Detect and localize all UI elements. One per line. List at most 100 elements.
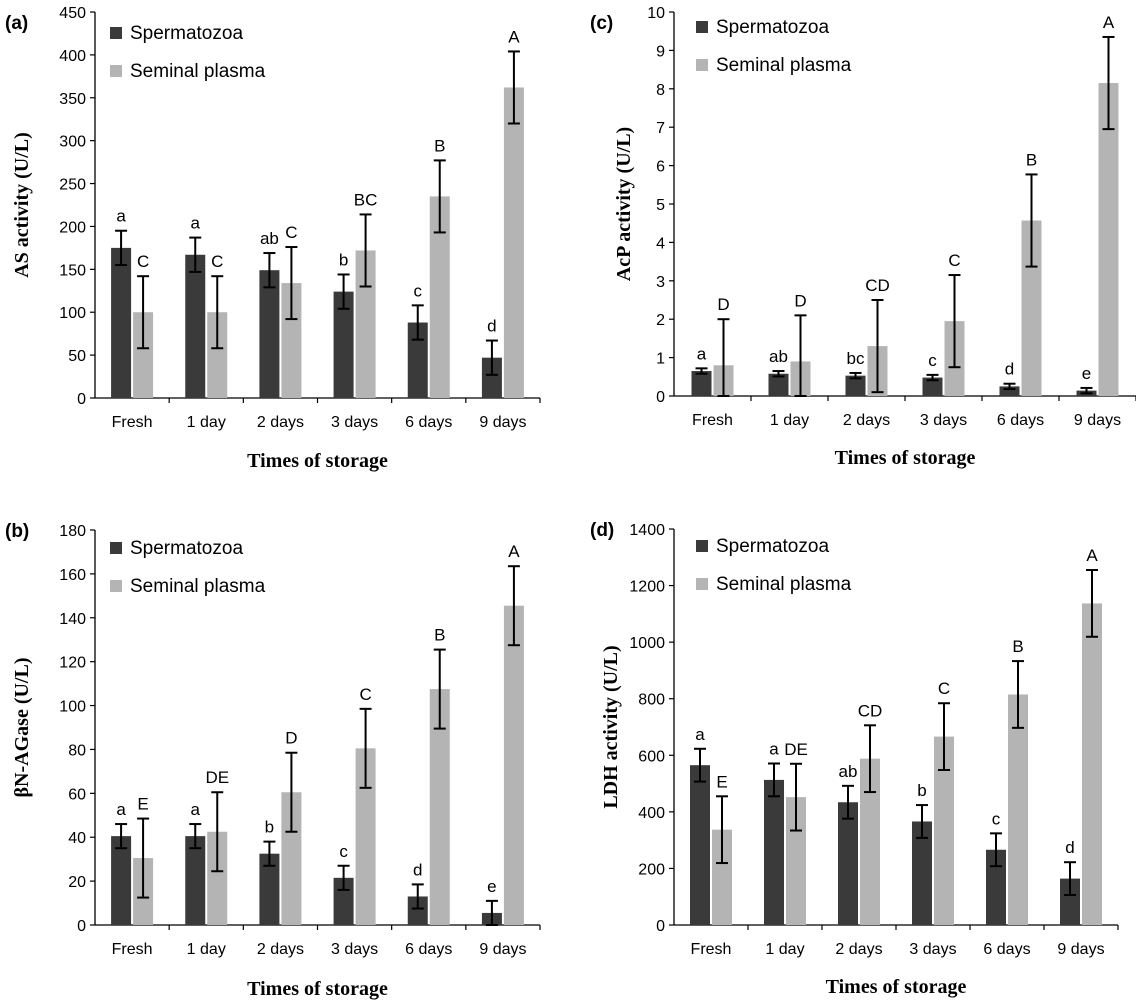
significance-letter: D (717, 295, 729, 314)
x-tick-label: 6 days (405, 414, 452, 431)
bar-seminal-plasma (1082, 603, 1102, 925)
y-tick-label: 120 (59, 655, 86, 672)
x-tick-label: 1 day (187, 941, 226, 958)
bar-spermatozoa (922, 377, 943, 396)
chart-panel-b: (b) 0 20 40 60 80 100 120 140 160 180 Fresh 1 day 2 d… (5, 521, 541, 1000)
legend-swatch (110, 27, 122, 39)
significance-letter: B (434, 626, 445, 645)
bar-spermatozoa (986, 849, 1006, 925)
bar-spermatozoa (764, 779, 784, 925)
bar-spermatozoa (259, 853, 280, 925)
y-tick-label: 350 (59, 91, 86, 108)
bar-seminal-plasma (133, 312, 154, 398)
significance-letter: d (487, 317, 496, 336)
bar-spermatozoa (481, 357, 502, 398)
significance-letter: CD (858, 701, 883, 720)
y-tick-label: 2 (656, 312, 665, 329)
y-tick-label: 0 (77, 391, 86, 408)
y-tick-label: 1 (656, 351, 665, 368)
significance-letter: b (339, 250, 348, 269)
significance-letter: D (794, 291, 806, 310)
y-tick-label: 0 (77, 918, 86, 935)
legend-swatch (696, 578, 708, 590)
y-tick-label: 140 (59, 611, 86, 628)
y-tick-label: 10 (647, 5, 665, 22)
significance-letter: DE (784, 740, 808, 759)
y-tick-label: 6 (656, 159, 665, 176)
significance-letter: c (414, 281, 423, 300)
y-tick-label: 250 (59, 177, 86, 194)
significance-letter: A (508, 27, 520, 46)
y-tick-label: 0 (656, 918, 665, 935)
bar-seminal-plasma (429, 689, 450, 925)
chart-panel-a: (a) 0 50 100 150 200 250 300 350 400 450 Fresh 1 day… (5, 5, 541, 472)
bar-spermatozoa (1060, 878, 1080, 925)
x-tick-label: 9 days (479, 414, 526, 431)
x-axis-title: Times of storage (247, 978, 388, 1000)
significance-letter: a (769, 739, 779, 758)
x-tick-label: 3 days (331, 414, 378, 431)
significance-letter: A (1103, 13, 1115, 32)
significance-letter: e (1082, 364, 1091, 383)
bar-spermatozoa (838, 802, 858, 925)
significance-letter: c (992, 809, 1001, 828)
bar-seminal-plasma (786, 797, 806, 925)
bar-spermatozoa (999, 386, 1020, 396)
panel-label: (c) (590, 13, 613, 34)
significance-letter: B (1026, 150, 1037, 169)
y-tick-label: 180 (59, 523, 86, 540)
significance-letter: CD (865, 276, 890, 295)
bar-spermatozoa (768, 373, 789, 396)
y-tick-label: 1000 (629, 635, 665, 652)
significance-letter: E (716, 772, 727, 791)
y-axis-title: AS activity (U/L) (11, 132, 33, 278)
y-tick-label: 200 (59, 219, 86, 236)
legend-label: Seminal plasma (716, 574, 852, 595)
significance-letter: a (116, 207, 126, 226)
legend-swatch (110, 542, 122, 554)
chart-panel-d: (d) 0 200 400 600 800 1000 1200 1400 Fresh 1 day 2 … (590, 520, 1119, 998)
y-tick-label: 40 (68, 830, 86, 847)
legend-label: Spermatozoa (130, 23, 243, 44)
x-tick-label: Fresh (112, 941, 153, 958)
x-tick-label: 1 day (765, 941, 804, 958)
bar-seminal-plasma (207, 312, 228, 398)
legend-swatch (110, 580, 122, 592)
significance-letter: ab (839, 762, 858, 781)
bar-seminal-plasma (712, 829, 732, 925)
panel-label: (b) (5, 521, 29, 542)
y-tick-label: 3 (656, 274, 665, 291)
significance-letter: D (285, 729, 297, 748)
significance-letter: ab (769, 347, 788, 366)
panel-label: (d) (590, 520, 614, 541)
y-tick-label: 100 (59, 699, 86, 716)
x-tick-label: 2 days (835, 941, 882, 958)
y-tick-label: 20 (68, 874, 86, 891)
x-tick-label: 1 day (187, 414, 226, 431)
y-tick-label: 100 (59, 305, 86, 322)
significance-letter: C (359, 685, 371, 704)
significance-letter: C (137, 252, 149, 271)
x-tick-label: 6 days (983, 941, 1030, 958)
bar-spermatozoa (111, 247, 132, 398)
y-tick-label: 450 (59, 5, 86, 22)
significance-letter: a (697, 344, 707, 363)
significance-letter: B (1012, 637, 1023, 656)
bar-seminal-plasma (1098, 83, 1119, 396)
bar-seminal-plasma (1008, 694, 1028, 925)
significance-letter: DE (205, 768, 229, 787)
legend-swatch (696, 59, 708, 71)
significance-letter: C (948, 251, 960, 270)
y-tick-label: 160 (59, 567, 86, 584)
legend-label: Seminal plasma (130, 576, 266, 597)
bar-seminal-plasma (860, 758, 880, 925)
bar-spermatozoa (333, 291, 354, 398)
bar-spermatozoa (185, 254, 206, 398)
bar-spermatozoa (259, 270, 280, 398)
bar-spermatozoa (111, 836, 132, 925)
legend-label: Spermatozoa (716, 536, 829, 557)
significance-letter: A (1086, 546, 1098, 565)
y-tick-label: 200 (638, 861, 665, 878)
panel-label: (a) (5, 13, 28, 34)
